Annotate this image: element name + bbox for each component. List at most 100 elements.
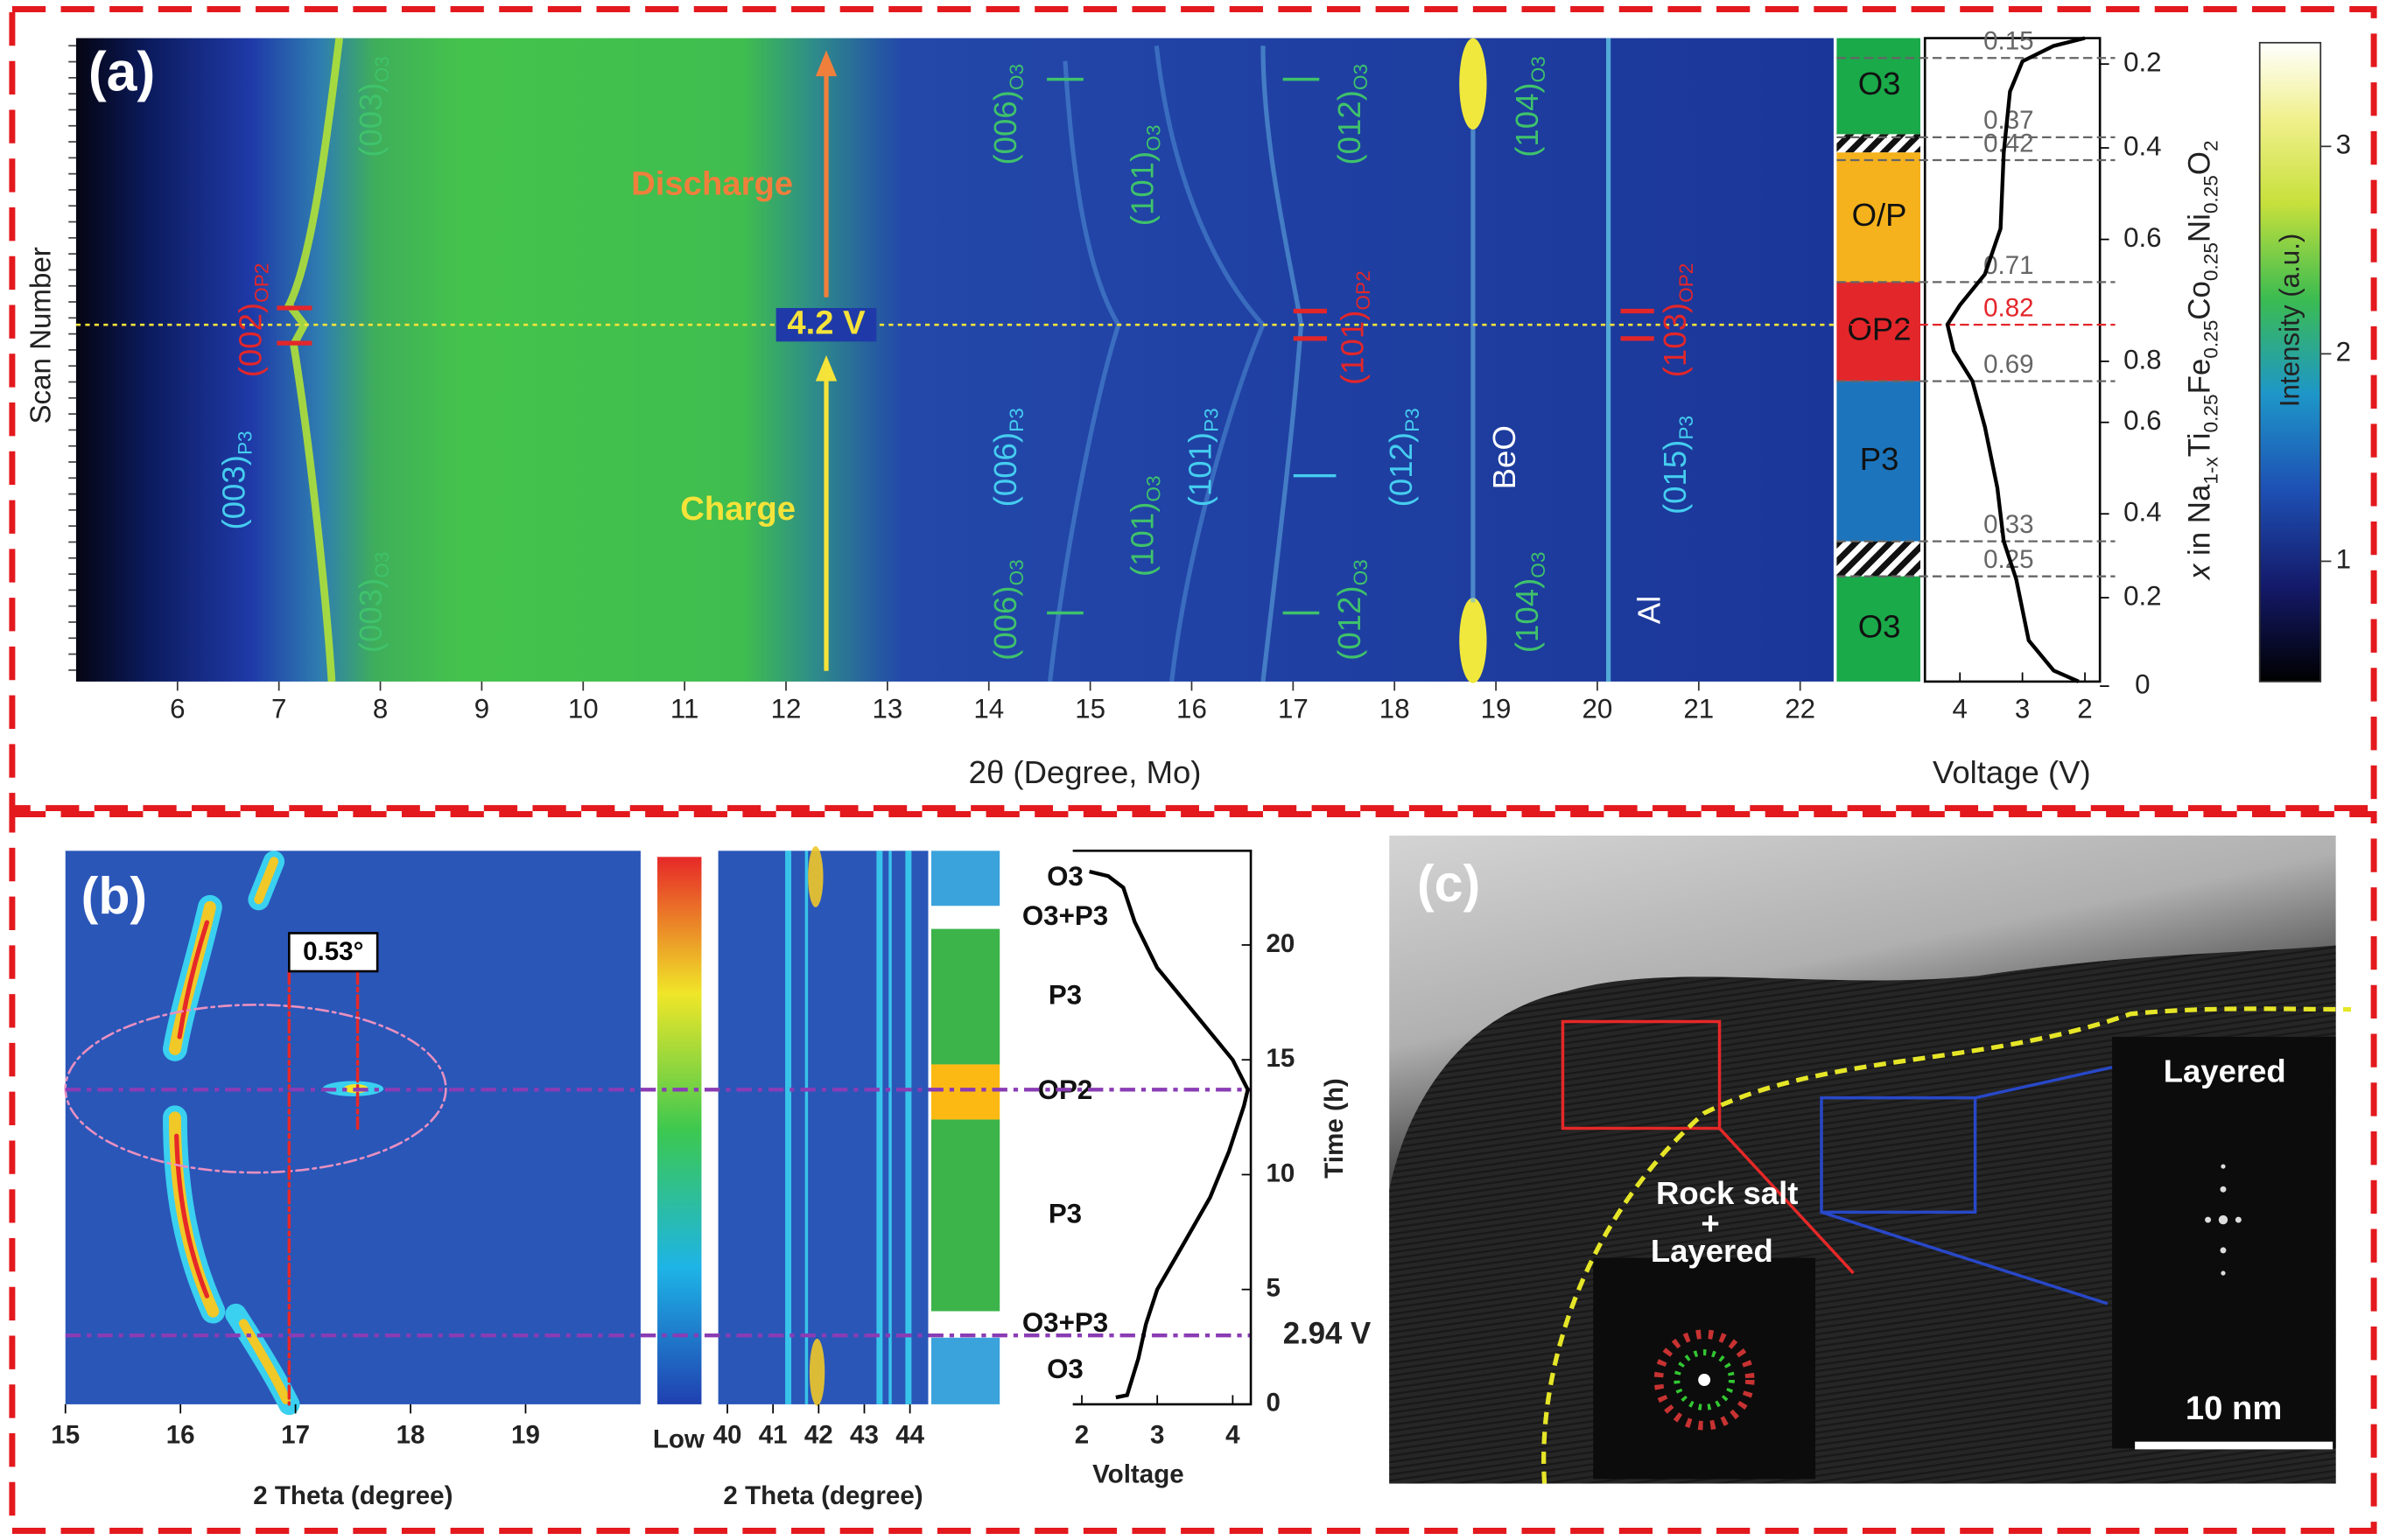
roi-line — [1718, 1127, 1855, 1275]
fft-inset — [1593, 1257, 1816, 1480]
label-part: 0.25 — [2200, 175, 2222, 214]
peak-label-sub: P3 — [1675, 416, 1697, 440]
y-tick-label: 5 — [1266, 1273, 1280, 1302]
peak-traces — [785, 846, 912, 1406]
hatch — [1836, 541, 1921, 577]
phase-segment — [930, 850, 1000, 906]
peak-label-sub: O3 — [1006, 64, 1028, 90]
y-tick-label: 0.6 — [2123, 222, 2161, 253]
label-part: Ti — [2183, 432, 2217, 457]
phase-segment — [930, 906, 1000, 929]
phase-segment — [930, 928, 1000, 1065]
peak-label-text: (006) — [987, 585, 1023, 660]
y-tick-label: 0.8 — [2123, 344, 2161, 374]
x-tick-label: 43 — [850, 1420, 879, 1449]
peak-label-sub: O3 — [1006, 559, 1028, 585]
annotation: 2.94 V — [1283, 1316, 1371, 1350]
peak-label-sub: P3 — [235, 430, 256, 455]
annotation-box — [288, 932, 379, 973]
diffraction-map — [75, 38, 1834, 682]
y-axis-label: Time (h) — [1320, 1078, 1349, 1179]
x-tick-label: 19 — [1481, 693, 1512, 724]
colorbar — [657, 857, 702, 1404]
peak-label: (103)OP2 — [1657, 263, 1698, 378]
phase-segment — [1836, 38, 1921, 135]
peak-label-sub: O3 — [1143, 125, 1165, 151]
y-tick-label: 15 — [1266, 1044, 1295, 1073]
peak-traces — [64, 850, 447, 1416]
label-part: Ni — [2183, 214, 2217, 242]
peak-label: (101)OP2 — [1334, 270, 1375, 385]
axis-frame — [1072, 850, 1253, 1406]
x-tick-label: 15 — [1075, 693, 1105, 724]
phase-label: O3 — [1047, 861, 1084, 892]
x-tick-label: 40 — [713, 1420, 742, 1449]
panel-frame — [9, 5, 2377, 812]
peak-label-text: (003) — [215, 455, 251, 529]
x-tick-label: 18 — [1379, 693, 1410, 724]
inset-label: Layered — [2164, 1053, 2286, 1088]
peak-label-sub: O3 — [371, 56, 393, 82]
peak-label: (006)O3 — [987, 559, 1028, 661]
phase-label: OP2 — [1848, 312, 1912, 347]
y-axis-label: Scan Number — [25, 247, 57, 424]
x-tick-label: 20 — [1582, 693, 1613, 724]
phase-label: O/P — [1852, 197, 1907, 233]
inset-label: Rock salt — [1656, 1175, 1798, 1211]
peak-label: (006)O3 — [987, 64, 1028, 165]
peak-label: Al — [1631, 596, 1667, 625]
y-tick-label: 20 — [1266, 929, 1295, 958]
panel-label: (b) — [81, 866, 147, 925]
x-axis-label: 2 Theta (degree) — [253, 1481, 453, 1510]
label-part: Co — [2183, 281, 2217, 320]
panel-frame — [9, 811, 2377, 1535]
peak-label-text: (006) — [987, 432, 1023, 507]
peak-label: (003)P3 — [215, 430, 256, 529]
label-bg — [775, 308, 877, 342]
annotation: Charge — [680, 490, 796, 528]
y-tick-label: 0.4 — [2123, 497, 2161, 528]
peak-label-text: BeO — [1486, 425, 1522, 489]
x-axis-label: 2 Theta (degree) — [723, 1481, 923, 1510]
peak-label: (003)O3 — [353, 551, 394, 653]
peak-traces — [284, 38, 1611, 683]
phase-label: O3 — [1858, 66, 1901, 102]
panel-label: (a) — [88, 42, 155, 103]
peak-label-text: (012) — [1383, 432, 1419, 507]
colorbar-tick-label: 3 — [2336, 130, 2351, 160]
phase-label: O3 — [1858, 608, 1901, 644]
x-tick-label: 16 — [1176, 693, 1207, 724]
x-tick-label: 10 — [568, 693, 599, 724]
peak-label-text: (002) — [232, 303, 268, 377]
peak-label: (002)OP2 — [232, 263, 273, 378]
phase-segment — [1836, 152, 1921, 283]
peak-label-sub: OP2 — [1675, 263, 1697, 303]
peak-label-text: (012) — [1330, 90, 1366, 164]
phase-segment — [930, 1064, 1000, 1120]
roi-box — [1561, 1019, 1722, 1130]
peak-label: (006)P3 — [987, 408, 1028, 507]
x-tick-label: 7 — [271, 693, 286, 724]
x-tick-label: 22 — [1785, 693, 1815, 724]
label-part: 1-x — [2200, 457, 2222, 485]
peak-label-text: (015) — [1657, 440, 1693, 514]
x-tick-label: 4 — [1225, 1420, 1240, 1449]
marker-label: 0.42 — [1983, 129, 2034, 158]
label-part: 2 — [2200, 140, 2222, 151]
x-tick-label: 11 — [670, 693, 698, 724]
x-axis-label: Voltage — [1092, 1460, 1184, 1489]
roi-line — [1975, 1066, 2113, 1100]
x-tick-label: 15 — [51, 1420, 80, 1449]
inset-label: Layered — [1651, 1233, 1773, 1269]
peak-label-sub: P3 — [1201, 408, 1223, 432]
hatch — [1836, 134, 1921, 153]
y-tick-label: 0.4 — [2123, 130, 2161, 161]
peak-label-text: (104) — [1509, 82, 1545, 157]
voltage-curve — [1945, 36, 2086, 683]
peak-label-sub: P3 — [1006, 408, 1028, 432]
x-tick-label: 44 — [895, 1420, 924, 1449]
y-tick-label: 0.6 — [2123, 405, 2161, 436]
peak-label-text: (101) — [1124, 502, 1160, 577]
inset-label: + — [1701, 1206, 1719, 1242]
